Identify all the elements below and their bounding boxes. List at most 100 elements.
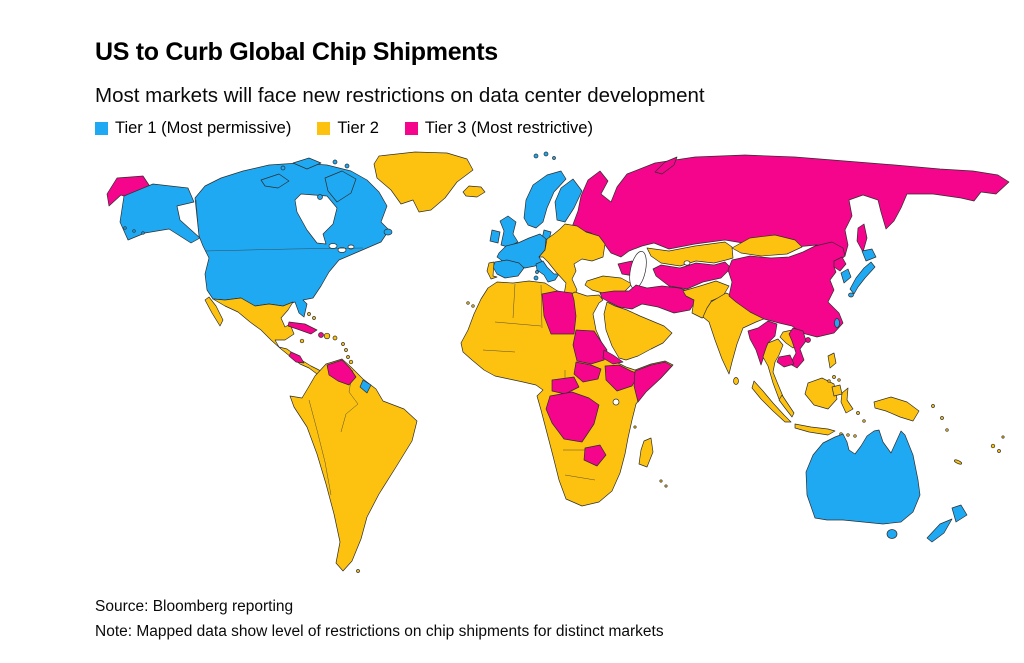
region-alaska [119, 183, 201, 244]
region-falkland-islands [356, 569, 360, 573]
region-libya [541, 290, 577, 335]
region-aleutians [132, 229, 136, 233]
region-eastern-europe [538, 223, 606, 302]
southern-africa-borders [563, 449, 596, 481]
world-map [95, 150, 1015, 590]
region-hainan [805, 337, 811, 343]
legend-item-tier3: Tier 3 (Most restrictive) [404, 119, 593, 138]
region-south-sudan [573, 361, 602, 383]
lake-victoria [612, 398, 620, 406]
region-eritrea [602, 349, 624, 365]
region-fiji [997, 449, 1001, 453]
region-philippines-luzon [827, 352, 837, 369]
region-corsica [535, 270, 539, 274]
region-central-african-republic [551, 376, 580, 395]
region-taiwan [834, 318, 840, 328]
region-canary-islands [466, 301, 470, 305]
region-mongolia [731, 234, 803, 257]
region-svalbard [533, 153, 539, 159]
region-malay-peninsula [778, 394, 795, 418]
region-novaya-zemlya [654, 156, 678, 175]
legend-label-tier2: Tier 2 [337, 119, 379, 137]
region-pacific-island [1001, 435, 1005, 439]
region-philippines-mindanao [831, 384, 843, 397]
region-portugal [486, 261, 498, 280]
region-mauritius [659, 479, 663, 483]
region-venezuela [326, 359, 357, 386]
region-north-korea [833, 256, 847, 272]
region-lesser-sunda [853, 434, 857, 438]
region-lesser-antilles [344, 348, 348, 352]
region-canada-usa [194, 162, 390, 318]
us-canada-border [204, 247, 364, 252]
region-iceland [462, 185, 486, 198]
aral-sea [683, 260, 691, 266]
region-united-kingdom [499, 215, 519, 248]
region-philippines-visayas [827, 379, 831, 383]
region-south-korea [840, 268, 852, 284]
chart-subtitle: Most markets will face new restrictions … [95, 84, 705, 107]
region-dr-congo [545, 391, 600, 443]
region-french-guiana [359, 379, 372, 394]
region-italy [535, 260, 560, 283]
sahara-borders [482, 283, 566, 390]
region-ellesmere [292, 157, 322, 170]
region-japan-honshu [849, 261, 876, 295]
world-map-svg [106, 151, 1010, 573]
great-lakes [328, 243, 338, 249]
region-svalbard [552, 156, 556, 160]
region-moluccas [862, 419, 866, 423]
region-ireland [489, 229, 501, 244]
region-new-guinea [873, 396, 920, 422]
legend-label-tier1: Tier 1 (Most permissive) [115, 119, 292, 137]
region-aleutians [123, 226, 127, 230]
tier2-swatch-icon [317, 122, 331, 135]
region-finland [554, 178, 583, 223]
region-philippines-visayas [832, 375, 836, 379]
region-arctic-island [332, 159, 338, 165]
region-zimbabwe [583, 444, 607, 467]
region-victoria-island [260, 173, 290, 189]
region-sumatra [751, 380, 792, 423]
region-aleutians [141, 231, 145, 235]
region-south-america [289, 358, 418, 572]
region-lesser-sunda [846, 433, 850, 437]
region-new-caledonia [953, 459, 963, 465]
region-puerto-rico [332, 335, 338, 341]
region-baffin-island [324, 170, 357, 203]
region-reunion [664, 484, 668, 488]
great-lakes [337, 247, 347, 253]
region-sakhalin [856, 223, 868, 253]
region-solomon-islands [931, 404, 935, 408]
region-kazakhstan [646, 241, 734, 267]
region-greenland [373, 151, 474, 213]
region-canary-islands [471, 304, 475, 308]
chart-footer: Source: Bloomberg reporting Note: Mapped… [95, 594, 664, 644]
region-sardinia [533, 275, 539, 281]
region-china [727, 241, 846, 338]
hudson-bay [294, 193, 338, 245]
region-sri-lanka [733, 377, 739, 385]
region-madagascar [638, 437, 654, 468]
region-sulawesi [840, 387, 854, 414]
region-nicaragua [288, 351, 305, 364]
region-lesser-antilles [341, 342, 345, 346]
region-mexico-central-america [212, 297, 324, 376]
region-borneo [804, 377, 838, 410]
region-vanuatu [945, 428, 949, 432]
region-dominican-republic [323, 332, 331, 340]
alaska-canada-border [195, 199, 200, 237]
region-baja-california [204, 296, 224, 327]
region-japan-kyushu [848, 292, 854, 298]
region-fiji [990, 443, 996, 449]
region-new-zealand-south [926, 518, 953, 543]
region-thailand [762, 338, 787, 405]
region-russia [571, 154, 1010, 258]
brazil-border [340, 369, 359, 433]
region-arctic-island [344, 163, 350, 169]
region-jamaica [299, 338, 305, 344]
region-comoros [633, 425, 637, 429]
legend-item-tier1: Tier 1 (Most permissive) [95, 119, 291, 138]
region-vietnam [788, 327, 807, 369]
region-vanuatu [940, 416, 944, 420]
